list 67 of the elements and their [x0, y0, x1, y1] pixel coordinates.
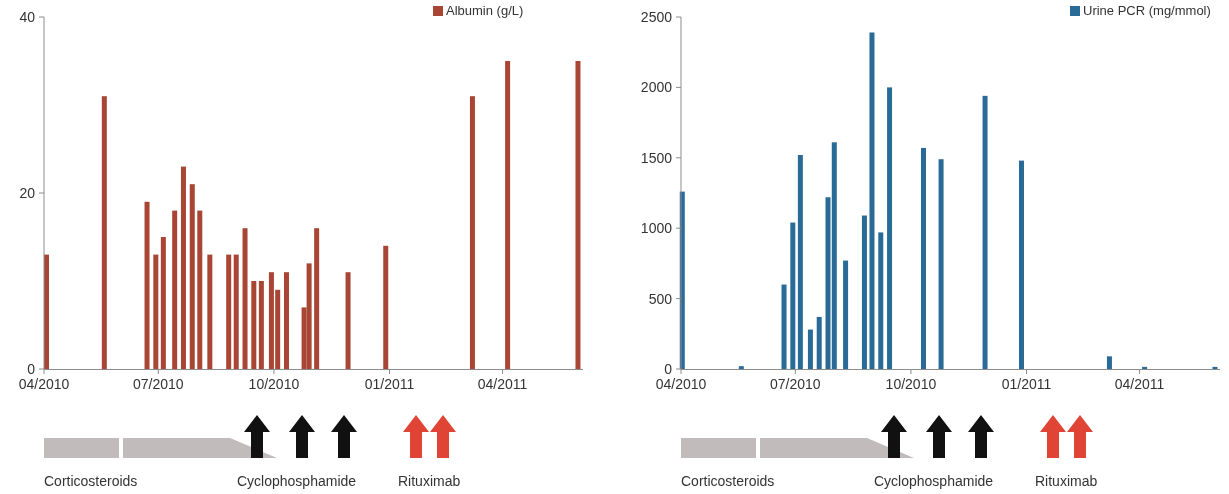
x-tick-label: 01/2011	[364, 376, 415, 392]
bar	[982, 95, 988, 369]
bar	[1106, 356, 1112, 369]
y-tick-label: 2000	[640, 79, 673, 96]
bar	[345, 272, 351, 369]
bar	[1018, 160, 1024, 369]
x-tick-label: 04/2010	[18, 376, 70, 392]
x-tick-label: 10/2010	[885, 376, 937, 392]
bar	[797, 154, 803, 369]
bar	[887, 87, 893, 369]
bar	[207, 254, 213, 369]
bar	[575, 61, 581, 369]
y-tick-label: 2500	[640, 8, 673, 25]
text: Rituximab	[398, 473, 461, 489]
bar	[283, 272, 289, 369]
text: Cyclophosphamide	[874, 473, 994, 489]
text: Corticosteroids	[681, 473, 775, 489]
bar	[180, 166, 186, 369]
x-tick-label: 04/2011	[1114, 376, 1165, 392]
bar	[843, 260, 849, 369]
bar	[258, 281, 264, 369]
bar	[1142, 366, 1148, 369]
text: Corticosteroids	[44, 473, 138, 489]
bar	[160, 237, 166, 369]
bar	[1212, 366, 1218, 369]
x-tick-label: 04/2011	[477, 376, 528, 392]
bar	[314, 228, 320, 369]
bar	[920, 147, 926, 369]
bar	[938, 159, 944, 369]
text: Rituximab	[1035, 473, 1098, 489]
bar	[816, 316, 822, 369]
bar	[869, 32, 875, 369]
bar	[790, 222, 796, 369]
text: Cyclophosphamide	[237, 473, 357, 489]
x-tick-label: 07/2010	[770, 376, 821, 392]
bar	[505, 61, 511, 369]
legend-label: Albumin (g/L)	[446, 3, 524, 18]
y-tick-label: 500	[648, 290, 673, 307]
bar	[233, 254, 239, 369]
bar	[861, 215, 867, 369]
y-tick-label: 1000	[640, 220, 673, 237]
bar	[172, 210, 178, 369]
y-tick-label: 0	[27, 360, 36, 377]
bar	[144, 201, 150, 369]
bar	[383, 245, 389, 369]
bar	[153, 254, 159, 369]
y-tick-label: 40	[19, 8, 36, 25]
bar	[197, 210, 203, 369]
bar	[251, 281, 257, 369]
bar	[878, 232, 884, 369]
bar	[781, 284, 787, 369]
y-tick-label: 1500	[640, 149, 673, 166]
bar	[226, 254, 232, 369]
y-tick-label: 0	[664, 360, 673, 377]
bar	[738, 366, 744, 369]
bar	[306, 263, 312, 369]
bar	[242, 228, 248, 369]
bar	[189, 184, 195, 369]
bar	[101, 96, 107, 369]
x-tick-label: 10/2010	[248, 376, 300, 392]
x-tick-label: 01/2011	[1001, 376, 1052, 392]
x-tick-label: 04/2010	[655, 376, 707, 392]
bar	[807, 329, 813, 369]
x-tick-label: 07/2010	[133, 376, 184, 392]
bar	[469, 96, 475, 369]
y-tick-label: 20	[19, 184, 36, 201]
legend-label: Urine PCR (mg/mmol)	[1083, 3, 1211, 18]
